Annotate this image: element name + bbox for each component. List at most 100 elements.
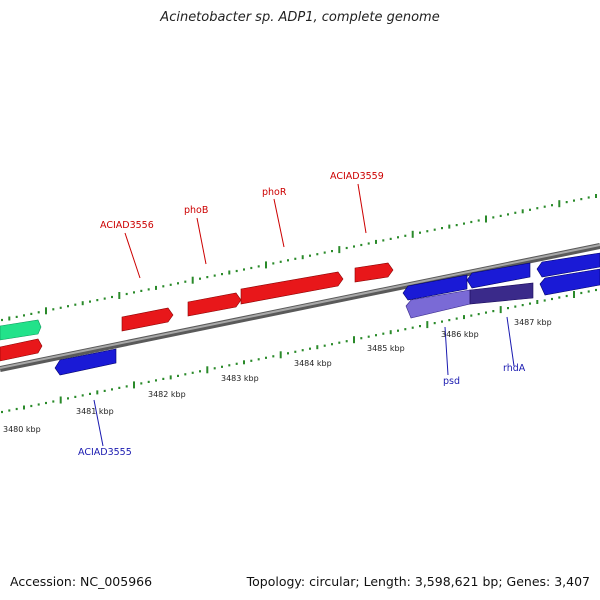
ruler-tick <box>558 296 561 299</box>
ruler-tick <box>316 253 319 256</box>
ruler-tick <box>360 337 363 340</box>
ruler-tick <box>558 200 561 208</box>
ruler-tick <box>221 365 223 368</box>
gene-reverse-b[interactable] <box>466 262 531 289</box>
label-phor[interactable]: phoR <box>262 187 287 198</box>
ruler-tick <box>118 292 121 299</box>
ruler-tick <box>8 409 11 412</box>
ruler-tick <box>272 262 275 265</box>
ruler-tick <box>345 340 348 343</box>
label-aciad3555[interactable]: ACIAD3555 <box>78 447 132 458</box>
label-aciad3556[interactable]: ACIAD3556 <box>100 220 154 231</box>
ruler-tick <box>287 352 289 355</box>
ruler-tick <box>426 230 429 233</box>
ruler-tick <box>199 277 201 280</box>
gene-aciad3556[interactable] <box>121 307 174 332</box>
ruler-tick <box>243 268 245 271</box>
ruler-tick <box>279 260 282 263</box>
ruler-tick <box>543 205 546 208</box>
ruler-tick <box>404 234 407 237</box>
ruler-tick <box>485 311 487 314</box>
scale-tick-labels: 3480 kbp 3481 kbp 3482 kbp 3483 kbp 3484… <box>3 318 552 434</box>
ruler-tick <box>470 314 473 317</box>
ruler-tick <box>301 255 304 260</box>
ruler-tick <box>477 219 480 222</box>
ruler-tick <box>162 285 165 288</box>
ruler-tick <box>338 246 341 254</box>
reverse-ruler <box>1 288 597 414</box>
ruler-tick <box>507 213 509 216</box>
ruler-tick <box>59 306 62 309</box>
gene-rrna-left[interactable] <box>0 319 42 341</box>
gene-aciad3559[interactable] <box>354 262 394 283</box>
ruler-tick <box>301 349 304 352</box>
ruler-tick <box>155 379 157 382</box>
ruler-tick <box>367 242 370 245</box>
ruler-tick <box>309 254 311 257</box>
gene-forward-left[interactable] <box>0 338 43 362</box>
ruler-tick <box>89 300 91 303</box>
ruler-tick <box>419 325 421 328</box>
ruler-tick <box>514 305 517 308</box>
gene-phor[interactable] <box>240 271 344 305</box>
ruler-tick <box>206 366 209 374</box>
ruler-tick <box>331 250 333 253</box>
gene-phob[interactable] <box>187 292 242 317</box>
label-aciad3559[interactable]: ACIAD3559 <box>330 171 384 182</box>
ruler-tick <box>30 312 33 315</box>
ruler-tick <box>140 382 143 385</box>
reverse-label-leaders <box>93 316 515 447</box>
ruler-tick <box>52 400 55 403</box>
genome-title: Acinetobacter sp. ADP1, complete genome <box>160 10 440 25</box>
reverse-gene-labels: ACIAD3555 psd rhdA <box>78 363 526 458</box>
ruler-tick <box>133 381 135 389</box>
ruler-tick <box>96 390 99 395</box>
ruler-tick <box>389 237 392 240</box>
ruler-tick <box>184 280 187 283</box>
gene-reverse-c[interactable] <box>536 252 600 278</box>
ruler-tick <box>426 321 429 329</box>
gene-rhda[interactable] <box>469 282 534 305</box>
ruler-tick <box>250 266 253 270</box>
ruler-tick <box>507 307 509 310</box>
tick-label: 3487 kbp <box>514 318 552 327</box>
label-psd[interactable]: psd <box>443 376 460 387</box>
ruler-tick <box>463 315 465 320</box>
ruler-tick <box>536 207 539 210</box>
ruler-tick <box>257 358 260 361</box>
ruler-tick <box>543 299 546 302</box>
ruler-tick <box>367 335 370 338</box>
ruler-tick <box>580 198 583 201</box>
ruler-tick <box>419 231 421 234</box>
forward-gene-labels: ACIAD3556 phoB phoR ACIAD3559 <box>100 171 384 231</box>
ruler-tick <box>89 392 91 395</box>
ruler-tick <box>455 317 458 320</box>
ruler-tick <box>206 276 209 279</box>
ruler-tick <box>184 373 187 376</box>
ruler-tick <box>338 341 341 344</box>
ruler-tick <box>81 394 84 397</box>
ruler-tick <box>59 396 62 404</box>
ruler-tick <box>521 304 524 307</box>
ruler-tick <box>265 356 267 359</box>
gene-reverse-d[interactable] <box>539 268 600 296</box>
ruler-tick <box>67 305 69 308</box>
tick-label: 3486 kbp <box>441 330 479 339</box>
ruler-tick <box>147 380 150 383</box>
gene-aciad3555[interactable] <box>54 348 117 376</box>
ruler-tick <box>404 328 407 331</box>
gene-reverse-a[interactable] <box>402 274 468 301</box>
ruler-tick <box>177 282 179 285</box>
ruler-tick <box>213 367 216 370</box>
ruler-tick <box>448 224 451 229</box>
ruler-tick <box>125 385 128 388</box>
label-phob[interactable]: phoB <box>184 205 208 216</box>
label-rhda[interactable]: rhdA <box>503 363 526 374</box>
ruler-tick <box>470 220 473 224</box>
ruler-tick <box>1 410 3 414</box>
ruler-tick <box>265 261 267 269</box>
ruler-tick <box>177 374 179 377</box>
accession-text: Accession: NC_005966 <box>10 574 153 589</box>
ruler-tick <box>529 208 531 211</box>
